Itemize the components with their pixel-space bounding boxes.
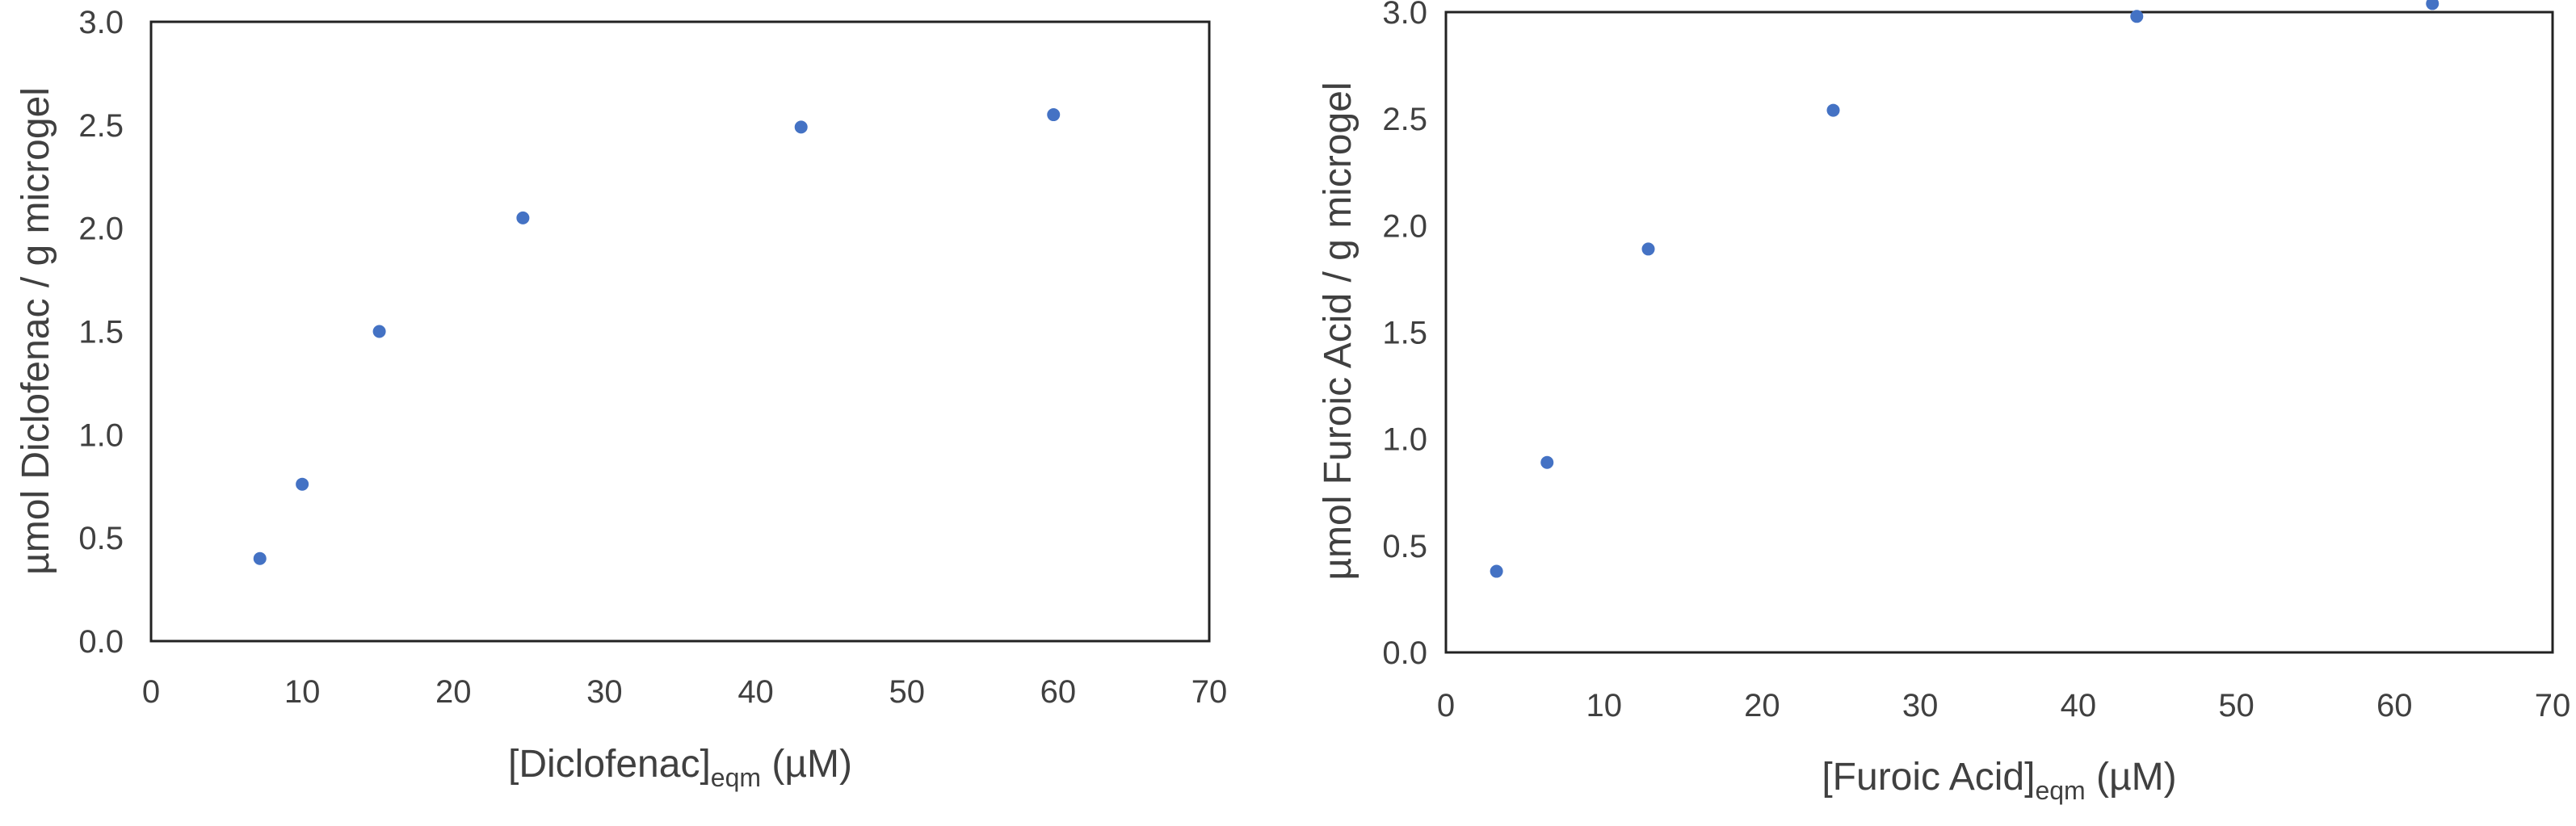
x-axis-title-diclofenac: [Diclofenac]eqm (µM) xyxy=(508,743,852,792)
x-tick-label-diclofenac-5: 50 xyxy=(889,674,925,710)
data-point-furoic-acid-1 xyxy=(1540,455,1554,469)
x-tick-label-furoic-acid-4: 40 xyxy=(2061,688,2097,723)
x-axis-title-subscript-furoic-acid: eqm xyxy=(2035,776,2085,805)
data-point-diclofenac-1 xyxy=(296,477,309,491)
data-point-diclofenac-3 xyxy=(516,211,530,224)
y-tick-label-diclofenac-4: 2.0 xyxy=(78,212,124,247)
y-ticks-furoic-acid: 0.0 0.5 1.0 1.5 2.0 2.5 3.0 xyxy=(1382,0,1427,671)
x-tick-label-furoic-acid-0: 0 xyxy=(1437,688,1455,723)
x-tick-label-furoic-acid-6: 60 xyxy=(2376,688,2413,723)
y-tick-label-diclofenac-1: 0.5 xyxy=(78,521,124,556)
x-axis-title-subscript-diclofenac: eqm xyxy=(711,763,761,792)
x-ticks-diclofenac: 0 10 20 30 40 50 60 70 xyxy=(142,674,1227,710)
y-tick-label-diclofenac-3: 1.5 xyxy=(78,315,124,350)
x-axis-title-unit-furoic-acid: (µM) xyxy=(2086,756,2177,799)
x-tick-label-furoic-acid-3: 30 xyxy=(1902,688,1939,723)
x-tick-label-diclofenac-1: 10 xyxy=(284,674,321,710)
data-point-furoic-acid-2 xyxy=(1641,242,1655,256)
y-axis-title-diclofenac: µmol Diclofenac / g microgel xyxy=(15,87,57,575)
y-tick-label-furoic-acid-4: 2.0 xyxy=(1382,208,1427,244)
x-tick-label-furoic-acid-5: 50 xyxy=(2218,688,2255,723)
x-tick-label-diclofenac-3: 30 xyxy=(586,674,623,710)
x-axis-title-main-furoic-acid: [Furoic Acid] xyxy=(1822,756,2035,799)
x-tick-label-diclofenac-7: 70 xyxy=(1191,674,1228,710)
x-axis-title-unit-diclofenac: (µM) xyxy=(761,743,852,786)
y-axis-title-furoic-acid: µmol Furoic Acid / g microgel xyxy=(1317,82,1359,580)
data-point-furoic-acid-4 xyxy=(2130,10,2144,23)
y-tick-label-diclofenac-0: 0.0 xyxy=(78,624,124,660)
data-point-diclofenac-5 xyxy=(1047,108,1061,122)
x-tick-label-diclofenac-2: 20 xyxy=(435,674,472,710)
y-tick-label-furoic-acid-3: 1.5 xyxy=(1382,316,1427,351)
x-tick-label-furoic-acid-2: 20 xyxy=(1744,688,1780,723)
y-tick-label-furoic-acid-5: 2.5 xyxy=(1382,102,1427,137)
data-point-furoic-acid-0 xyxy=(1490,564,1503,578)
chart-diclofenac: 0 10 20 30 40 50 60 70 0.0 0.5 1.0 1.5 2.0 2.5 3.0 µm… xyxy=(15,5,1227,792)
plot-frame-diclofenac xyxy=(149,20,1211,643)
y-tick-label-furoic-acid-0: 0.0 xyxy=(1382,635,1427,671)
y-tick-label-diclofenac-6: 3.0 xyxy=(78,5,124,40)
x-tick-label-diclofenac-0: 0 xyxy=(142,674,160,710)
x-tick-label-diclofenac-4: 40 xyxy=(738,674,774,710)
x-axis-title-main-diclofenac: [Diclofenac] xyxy=(508,743,711,786)
x-tick-label-furoic-acid-7: 70 xyxy=(2535,688,2571,723)
y-tick-label-furoic-acid-6: 3.0 xyxy=(1382,0,1427,31)
points-diclofenac xyxy=(253,108,1061,565)
data-point-diclofenac-4 xyxy=(794,120,808,134)
y-tick-label-diclofenac-2: 1.0 xyxy=(78,417,124,453)
x-ticks-furoic-acid: 0 10 20 30 40 50 60 70 xyxy=(1437,688,2570,723)
data-point-furoic-acid-3 xyxy=(1826,103,1840,117)
x-axis-title-furoic-acid: [Furoic Acid]eqm (µM) xyxy=(1822,756,2176,805)
points-furoic-acid xyxy=(1490,0,2439,578)
x-tick-label-furoic-acid-1: 10 xyxy=(1586,688,1622,723)
data-point-diclofenac-2 xyxy=(372,325,386,338)
data-point-diclofenac-0 xyxy=(253,551,267,565)
x-tick-label-diclofenac-6: 60 xyxy=(1040,674,1077,710)
y-ticks-diclofenac: 0.0 0.5 1.0 1.5 2.0 2.5 3.0 xyxy=(78,5,124,660)
plot-frame-furoic-acid xyxy=(1444,10,2554,654)
data-point-furoic-acid-5 xyxy=(2426,0,2439,10)
chart-furoic-acid: 0 10 20 30 40 50 60 70 0.0 0.5 1.0 1.5 2.0 2.5 3.0 µm… xyxy=(1317,0,2570,805)
y-tick-label-diclofenac-5: 2.5 xyxy=(78,108,124,144)
y-tick-label-furoic-acid-2: 1.0 xyxy=(1382,422,1427,458)
y-tick-label-furoic-acid-1: 0.5 xyxy=(1382,529,1427,564)
